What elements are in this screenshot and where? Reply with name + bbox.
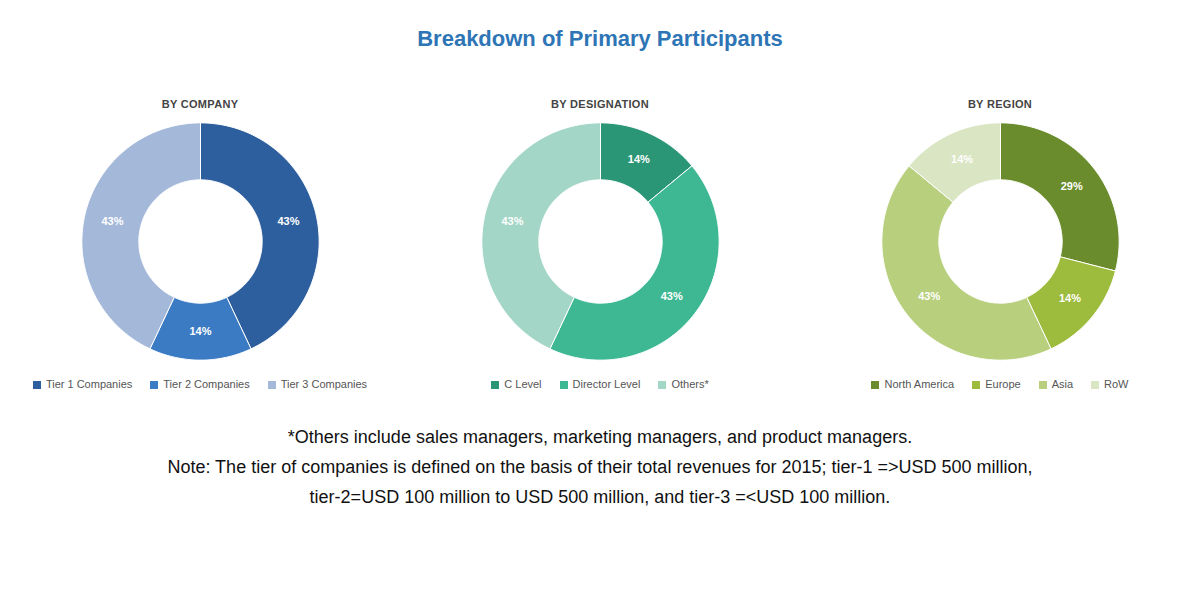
svg-text:43%: 43% [277, 215, 299, 227]
svg-text:14%: 14% [189, 325, 211, 337]
html-text:Tier 3 Companies: Tier 3 Companies [280, 378, 368, 390]
svg-text:43%: 43% [918, 290, 940, 302]
svg-text:29%: 29% [1061, 180, 1083, 192]
html-text:Director Level: Director Level [572, 378, 641, 390]
html-text:Breakdown of Primary Participa: Breakdown of Primary Participants [417, 26, 783, 51]
html-text:Tier 2 Companies: Tier 2 Companies [163, 378, 250, 390]
html-text:tier-2=USD 100 million to USD: tier-2=USD 100 million to USD 500 millio… [309, 487, 891, 507]
html-text:Others*: Others* [671, 378, 709, 390]
svg-text:43%: 43% [501, 215, 523, 227]
html-text:Asia: Asia [1051, 378, 1074, 390]
html-text:Note: The tier of companies is: Note: The tier of companies is defined o… [167, 457, 1033, 477]
html-text:Tier 1 Companies: Tier 1 Companies [45, 378, 133, 390]
svg-text:43%: 43% [661, 290, 683, 302]
svg-text:14%: 14% [1059, 292, 1081, 304]
html-text:BY DESIGNATION: BY DESIGNATION [551, 98, 649, 110]
html-text:C Level: C Level [504, 378, 542, 390]
svg-text:14%: 14% [628, 153, 650, 165]
html-text:Europe: Europe [985, 378, 1021, 390]
html-text:BY REGION: BY REGION [967, 98, 1033, 110]
html-text:BY COMPANY: BY COMPANY [161, 98, 239, 110]
svg-text:43%: 43% [101, 215, 123, 227]
html-text:RoW: RoW [1104, 378, 1129, 390]
html-text:*Others include sales managers: *Others include sales managers, marketin… [287, 427, 913, 447]
svg-text:14%: 14% [951, 153, 973, 165]
html-text:North America: North America [884, 378, 955, 390]
